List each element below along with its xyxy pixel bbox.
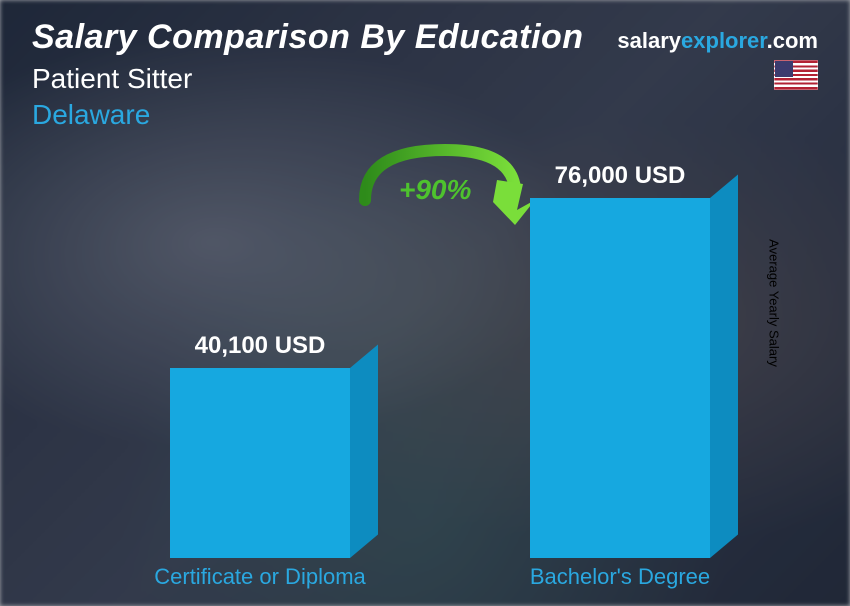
- bar-value-0: 40,100 USD: [120, 332, 400, 360]
- us-flag-icon: [774, 60, 818, 90]
- bar-chart: 40,100 USD Certificate or Diploma 76,000…: [60, 160, 770, 586]
- bar-category-1: Bachelor's Degree: [530, 564, 710, 590]
- brand-part1: salary: [617, 28, 681, 53]
- bar-group-0: 40,100 USD Certificate or Diploma: [120, 332, 400, 586]
- bar-0: [170, 368, 350, 558]
- brand-part3: .com: [767, 28, 818, 53]
- bar-value-1: 76,000 USD: [480, 162, 760, 190]
- job-subtitle: Patient Sitter: [32, 63, 584, 95]
- bar-group-1: 76,000 USD Bachelor's Degree: [480, 162, 760, 586]
- bar-1: [530, 198, 710, 558]
- bar-front-face-1: [530, 198, 710, 558]
- bar-category-0: Certificate or Diploma: [154, 564, 366, 590]
- bar-front-face-0: [170, 368, 350, 558]
- bar-side-face-0: [350, 345, 378, 558]
- content-layer: Salary Comparison By Education Patient S…: [0, 0, 850, 606]
- brand-logo: salaryexplorer.com: [617, 28, 818, 54]
- page-title: Salary Comparison By Education: [32, 18, 584, 57]
- brand-part2: explorer: [681, 28, 767, 53]
- location-label: Delaware: [32, 99, 584, 131]
- bar-side-face-1: [710, 175, 738, 558]
- header: Salary Comparison By Education Patient S…: [32, 18, 584, 131]
